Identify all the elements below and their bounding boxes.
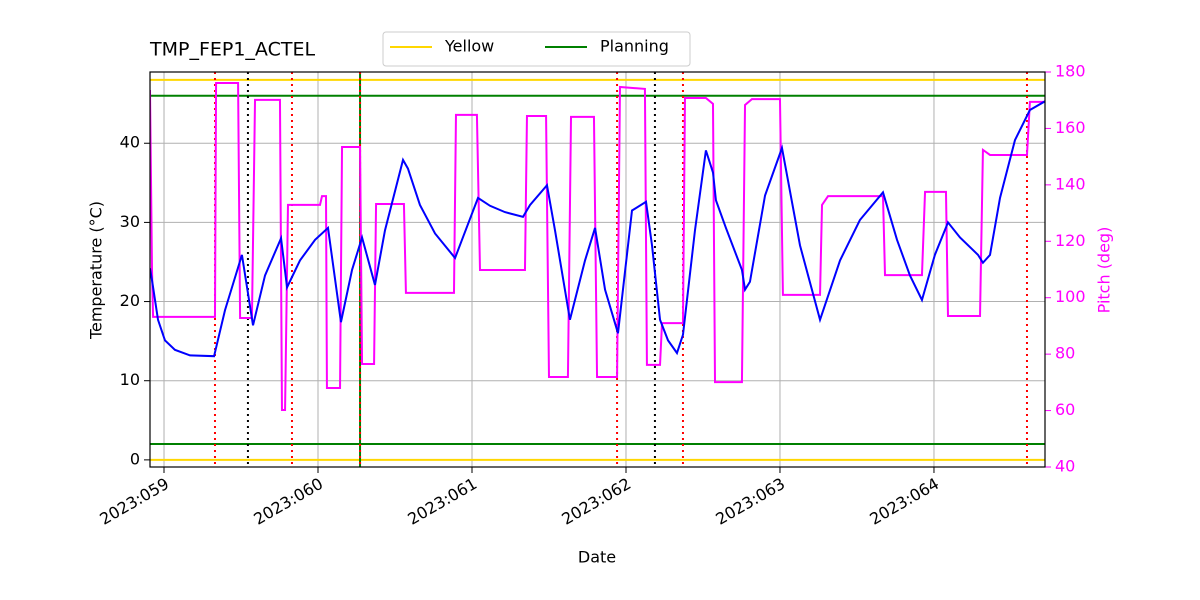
x-axis-label: Date xyxy=(578,548,616,567)
y-tick-label: 10 xyxy=(120,370,140,389)
plot: 2023:059 2023:060 2023:061 2023:062 2023:063… xyxy=(96,31,1086,529)
x-tick-label: 2023:062 xyxy=(558,474,634,529)
y2-tick-label: 100 xyxy=(1055,287,1086,306)
y-axis-label: Temperature (°C) xyxy=(87,201,106,340)
x-tick-label: 2023:059 xyxy=(96,474,172,529)
legend: Yellow Planning xyxy=(382,31,691,67)
y2-tick-label: 80 xyxy=(1055,344,1075,363)
x-tick-label: 2023:060 xyxy=(250,474,326,529)
y2-axis-label: Pitch (deg) xyxy=(1095,227,1114,314)
y2-tick-label: 160 xyxy=(1055,118,1086,137)
y2-tick-label: 40 xyxy=(1055,457,1075,476)
series-line xyxy=(150,100,1045,358)
y2-tick-label: 60 xyxy=(1055,400,1075,419)
y2-tick-label: 120 xyxy=(1055,231,1086,250)
legend-label: Yellow xyxy=(444,37,494,56)
chart-title: TMP_FEP1_ACTEL xyxy=(149,39,315,61)
y-tick-label: 20 xyxy=(120,291,140,310)
y-tick-label: 30 xyxy=(120,212,140,231)
y-tick-label: 40 xyxy=(120,133,140,152)
y2-tick-label: 140 xyxy=(1055,174,1086,193)
legend-box xyxy=(382,31,691,67)
x-tick-label: 2023:064 xyxy=(866,474,942,529)
x-tick-label: 2023:063 xyxy=(712,474,788,529)
series-line xyxy=(150,82,1045,412)
x-tick-label: 2023:061 xyxy=(404,474,480,529)
y2-tick-label: 180 xyxy=(1055,62,1086,81)
plot-frame xyxy=(149,71,1046,468)
y-tick-label: 0 xyxy=(130,449,140,468)
legend-label: Planning xyxy=(600,37,669,56)
